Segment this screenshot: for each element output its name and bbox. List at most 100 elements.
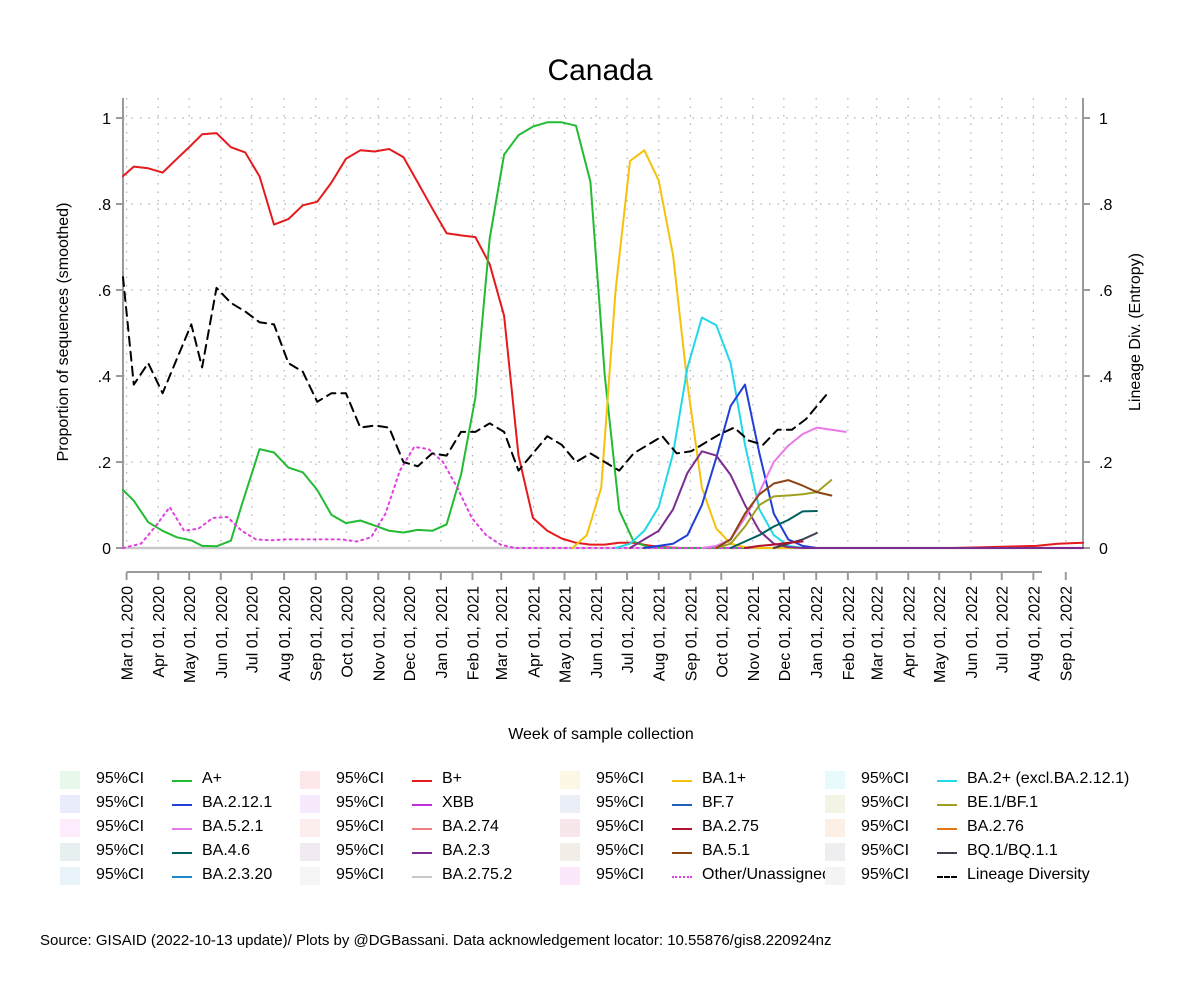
legend-ci-label: 95%CI [336, 794, 385, 811]
legend-line-swatch [412, 852, 432, 854]
legend-ci-swatch [300, 867, 320, 885]
legend-ci-swatch [560, 867, 580, 885]
legend-ci-swatch [825, 867, 845, 885]
legend-line-swatch [672, 852, 692, 854]
legend-label: BA.5.2.1 [202, 818, 264, 835]
x-tick-label: May 01, 2022 [932, 586, 949, 683]
legend-ci-label: 95%CI [861, 842, 910, 859]
legend: 95%CI A+ 95%CI BA.2.12.1 95%CI BA.5.2.1 95%CI B… [60, 768, 1170, 898]
series-other-unassigned [122, 445, 1084, 549]
y-tick-label: .4 [98, 369, 111, 386]
legend-label: BA.5.1 [702, 842, 751, 859]
x-tick-label: Nov 01, 2020 [371, 586, 388, 681]
legend-label: XBB [442, 794, 475, 811]
legend-label: BA.2.75.2 [442, 866, 513, 883]
x-tick-label: Sep 01, 2020 [309, 586, 326, 681]
y-tick-label: 1 [102, 111, 111, 128]
legend-line-swatch [937, 852, 957, 854]
x-tick-label: Feb 01, 2022 [841, 586, 858, 680]
legend-line-swatch [172, 852, 192, 854]
x-tick-label: Apr 01, 2022 [901, 586, 918, 678]
legend-label: BA.1+ [702, 770, 747, 787]
legend-label: BA.2.75 [702, 818, 759, 835]
legend-label: B+ [442, 770, 463, 787]
legend-ci-label: 95%CI [861, 794, 910, 811]
x-tick-label: Aug 01, 2021 [652, 586, 669, 681]
legend-ci-swatch [825, 771, 845, 789]
legend-label: BA.2.74 [442, 818, 499, 835]
y2-tick-label: .8 [1099, 197, 1112, 214]
legend-ci-label: 95%CI [861, 770, 910, 787]
legend-ci-swatch [60, 819, 80, 837]
legend-ci-label: 95%CI [96, 866, 145, 883]
series-ba-5-1 [715, 479, 833, 549]
x-tick-label: Jul 01, 2021 [620, 586, 637, 673]
legend-line-swatch [937, 876, 957, 878]
x-tick-label: Aug 01, 2020 [277, 586, 294, 681]
x-tick-label: Jun 01, 2021 [589, 586, 606, 679]
series-lineage-diversity [122, 276, 829, 472]
x-tick-label: Apr 01, 2021 [527, 586, 544, 678]
legend-ci-swatch [300, 771, 320, 789]
legend-ci-label: 95%CI [596, 866, 645, 883]
legend-ci-swatch [825, 843, 845, 861]
x-tick-label: Aug 01, 2022 [1026, 586, 1043, 681]
legend-label: BF.7 [702, 794, 735, 811]
x-tick-label: Dec 01, 2021 [777, 586, 794, 681]
x-tick-label: Mar 01, 2022 [870, 586, 887, 680]
legend-label: BA.2.3 [442, 842, 491, 859]
legend-ci-label: 95%CI [861, 818, 910, 835]
legend-line-swatch [672, 780, 692, 782]
series-ba-5-2-1 [700, 426, 847, 549]
series-ba-2-12-1 [643, 383, 1084, 549]
legend-line-swatch [412, 780, 432, 782]
legend-ci-label: 95%CI [96, 818, 145, 835]
legend-label: BA.2.12.1 [202, 794, 273, 811]
legend-ci-swatch [560, 795, 580, 813]
legend-ci-label: 95%CI [596, 794, 645, 811]
series-layer [122, 121, 1084, 549]
legend-line-swatch [412, 828, 432, 830]
series-ba-2-excl-ba-2-12-1- [614, 316, 1084, 549]
y-tick-label: 0 [102, 541, 111, 558]
y-tick-label: .6 [98, 283, 111, 300]
legend-ci-swatch [60, 771, 80, 789]
chart-title: Canada [547, 54, 652, 87]
legend-ci-swatch [825, 819, 845, 837]
x-tick-label: Mar 01, 2020 [120, 586, 137, 680]
legend-ci-label: 95%CI [336, 866, 385, 883]
x-tick-label: Apr 01, 2020 [151, 586, 168, 678]
legend-line-swatch [672, 876, 692, 878]
y-axis-label: Proportion of sequences (smoothed) [55, 203, 72, 462]
legend-line-swatch [172, 876, 192, 878]
legend-line-swatch [672, 804, 692, 806]
legend-ci-label: 95%CI [596, 818, 645, 835]
y-tick-label: .2 [98, 455, 111, 472]
x-tick-label: Dec 01, 2020 [402, 586, 419, 681]
y2-tick-label: .6 [1099, 283, 1112, 300]
legend-label: Lineage Diversity [967, 866, 1090, 883]
legend-line-swatch [412, 876, 432, 878]
legend-line-swatch [937, 828, 957, 830]
legend-label: BA.4.6 [202, 842, 251, 859]
x-tick-label: Oct 01, 2020 [340, 586, 357, 678]
legend-label: A+ [202, 770, 223, 787]
legend-line-swatch [172, 828, 192, 830]
legend-ci-swatch [60, 795, 80, 813]
legend-ci-label: 95%CI [596, 770, 645, 787]
source-note: Source: GISAID (2022-10-13 update)/ Plot… [40, 932, 832, 949]
series-be-1-bf-1 [715, 479, 833, 549]
legend-line-swatch [172, 780, 192, 782]
legend-label: BE.1/BF.1 [967, 794, 1039, 811]
x-tick-label: Mar 01, 2021 [494, 586, 511, 680]
legend-ci-swatch [300, 795, 320, 813]
y2-tick-label: 1 [1099, 111, 1108, 128]
legend-ci-label: 95%CI [861, 866, 910, 883]
legend-label: BA.2.76 [967, 818, 1024, 835]
x-tick-label: Sep 01, 2021 [683, 586, 700, 681]
series-ba-2-75 [744, 540, 804, 549]
x-tick-label: Jan 01, 2021 [434, 586, 451, 679]
legend-ci-swatch [825, 795, 845, 813]
legend-ci-swatch [560, 771, 580, 789]
series-ba-1- [571, 149, 1084, 549]
